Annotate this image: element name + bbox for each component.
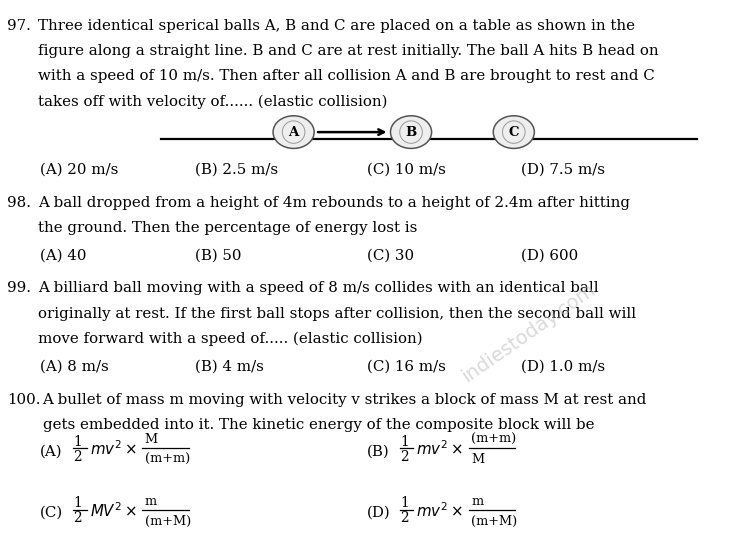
Text: $MV^2\times$: $MV^2\times$ <box>90 502 137 520</box>
Text: B: B <box>405 126 417 139</box>
Ellipse shape <box>390 116 432 148</box>
Text: 2: 2 <box>400 511 409 525</box>
Text: 2: 2 <box>400 449 409 463</box>
Text: (m+M): (m+M) <box>471 515 517 528</box>
Text: $mv^2\times$: $mv^2\times$ <box>416 502 463 520</box>
Ellipse shape <box>273 116 314 148</box>
Text: m: m <box>471 495 484 507</box>
Text: (D): (D) <box>367 506 390 520</box>
Text: (m+m): (m+m) <box>145 453 190 466</box>
Text: (C): (C) <box>40 506 64 520</box>
Text: (B) 2.5 m/s: (B) 2.5 m/s <box>195 163 277 177</box>
Text: (A) 40: (A) 40 <box>40 249 87 263</box>
Text: gets embedded into it. The kinetic energy of the composite block will be: gets embedded into it. The kinetic energ… <box>43 418 594 432</box>
Text: (D) 600: (D) 600 <box>521 249 578 263</box>
Text: move forward with a speed of..... (elastic collision): move forward with a speed of..... (elast… <box>38 332 423 346</box>
Text: (m+m): (m+m) <box>471 433 517 446</box>
Text: (m+M): (m+M) <box>145 515 191 528</box>
Text: m: m <box>145 495 157 507</box>
Text: Three identical sperical balls A, B and C are placed on a table as shown in the: Three identical sperical balls A, B and … <box>38 19 635 33</box>
Text: 100.: 100. <box>7 393 41 407</box>
Text: originally at rest. If the first ball stops after collision, then the second bal: originally at rest. If the first ball st… <box>38 307 636 321</box>
Text: (C) 30: (C) 30 <box>367 249 414 263</box>
Text: 98.: 98. <box>7 195 32 209</box>
Text: M: M <box>471 453 484 466</box>
Text: 1: 1 <box>400 496 409 510</box>
Text: M: M <box>145 433 158 446</box>
Text: C: C <box>509 126 519 139</box>
Text: takes off with velocity of...... (elastic collision): takes off with velocity of...... (elasti… <box>38 95 388 109</box>
Text: figure along a straight line. B and C are at rest initially. The ball A hits B h: figure along a straight line. B and C ar… <box>38 44 659 58</box>
Text: (B) 50: (B) 50 <box>195 249 241 263</box>
Text: (D) 7.5 m/s: (D) 7.5 m/s <box>521 163 605 177</box>
Text: the ground. Then the percentage of energy lost is: the ground. Then the percentage of energ… <box>38 221 418 235</box>
Text: with a speed of 10 m/s. Then after all collision A and B are brought to rest and: with a speed of 10 m/s. Then after all c… <box>38 69 655 83</box>
Text: $mv^2\times$: $mv^2\times$ <box>416 440 463 459</box>
Text: 2: 2 <box>73 449 82 463</box>
Text: A bullet of mass m moving with velocity v strikes a block of mass M at rest and: A bullet of mass m moving with velocity … <box>43 393 647 407</box>
Text: (A) 20 m/s: (A) 20 m/s <box>40 163 119 177</box>
Text: (B): (B) <box>367 444 390 458</box>
Text: (C) 16 m/s: (C) 16 m/s <box>367 360 446 374</box>
Ellipse shape <box>493 116 534 148</box>
Text: (B) 4 m/s: (B) 4 m/s <box>195 360 264 374</box>
Text: (A) 8 m/s: (A) 8 m/s <box>40 360 109 374</box>
Text: 1: 1 <box>73 496 82 510</box>
Text: 1: 1 <box>73 434 82 448</box>
Text: (C) 10 m/s: (C) 10 m/s <box>367 163 446 177</box>
Text: indiestoday.com: indiestoday.com <box>458 280 599 386</box>
Text: (D) 1.0 m/s: (D) 1.0 m/s <box>521 360 606 374</box>
Text: A ball dropped from a height of 4m rebounds to a height of 2.4m after hitting: A ball dropped from a height of 4m rebou… <box>38 195 631 209</box>
Text: 2: 2 <box>73 511 82 525</box>
Text: A: A <box>288 126 299 139</box>
Text: $mv^2\times$: $mv^2\times$ <box>90 440 137 459</box>
Text: A billiard ball moving with a speed of 8 m/s collides with an identical ball: A billiard ball moving with a speed of 8… <box>38 281 599 295</box>
Text: 1: 1 <box>400 434 409 448</box>
Text: 99.: 99. <box>7 281 32 295</box>
Text: 97.: 97. <box>7 19 32 33</box>
Text: (A): (A) <box>40 444 63 458</box>
